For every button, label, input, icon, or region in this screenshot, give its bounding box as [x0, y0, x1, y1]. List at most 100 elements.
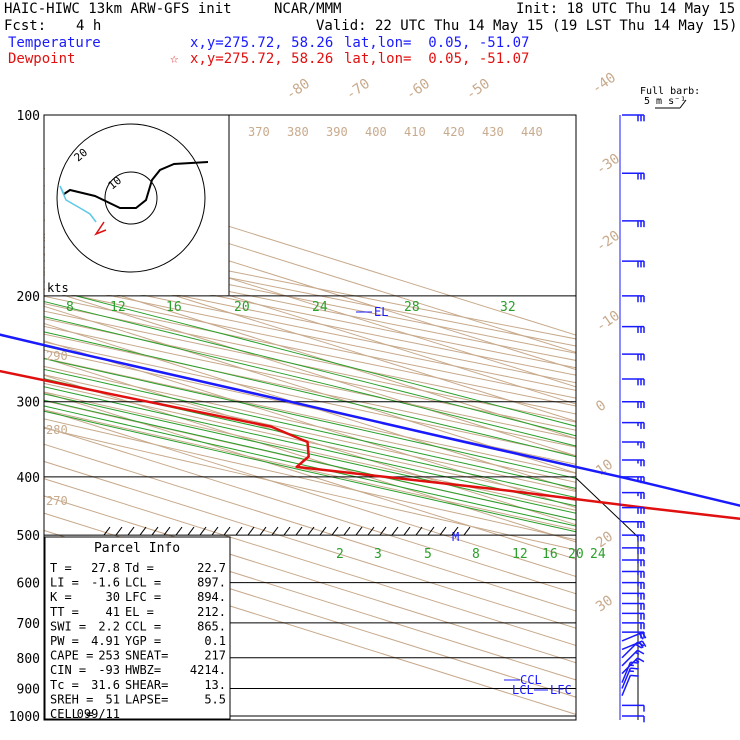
wind-barb-flag [630, 674, 639, 677]
parcel-value: 099/11 [77, 707, 120, 721]
hodograph-units: kts [47, 281, 69, 295]
parcel-key: EL = [125, 605, 154, 619]
parcel-key: TT = [50, 605, 79, 619]
parcel-value: 4.91 [91, 634, 120, 648]
mixing-ratio-label: 16 [166, 300, 182, 315]
dry-adiabat-line [44, 267, 576, 376]
mixing-ratio-label: 24 [312, 300, 328, 315]
valid-time: Valid: 22 UTC Thu 14 May 15 (19 LST Thu … [316, 18, 738, 34]
wind-barb [621, 657, 639, 675]
moist-adiabat-line [44, 300, 576, 437]
freezing-hatch [127, 526, 135, 536]
moist-adiabat-line [44, 393, 576, 514]
pressure-tick-label: 1000 [9, 710, 40, 725]
freezing-hatch [403, 526, 411, 536]
pressure-tick-label: 100 [17, 109, 40, 124]
legend-temperature-label: Temperature [8, 35, 101, 51]
pressure-tick-label: 400 [17, 471, 40, 486]
wind-barbs [619, 114, 647, 723]
freezing-hatch [367, 526, 375, 536]
pressure-tick-label: 900 [17, 682, 40, 697]
freezing-hatch [283, 526, 291, 536]
parcel-value: 22.7 [197, 561, 226, 575]
pressure-tick-label: 500 [17, 529, 40, 544]
parcel-key: CELL = [50, 707, 93, 721]
mixing-ratio-label: 28 [404, 300, 420, 315]
parcel-value: 51 [106, 692, 120, 706]
wind-barb [621, 631, 643, 642]
wind-barb-flag [638, 641, 644, 649]
hodograph-ring [56, 123, 206, 273]
parcel-key: Td = [125, 561, 154, 575]
moist-adiabat-line [44, 378, 576, 499]
wind-barb-flag [637, 649, 645, 655]
isotherm-label: -30 [593, 151, 623, 179]
freezing-hatch [271, 526, 279, 536]
parcel-key: K = [50, 590, 72, 604]
barb-legend-sample-flag [679, 99, 687, 109]
parcel-key: T = [50, 561, 72, 575]
isotherm-line [44, 529, 576, 698]
dry-adiabat-lines [44, 233, 576, 551]
dry-adiabat-line [44, 310, 576, 423]
barb-legend-line1: Full barb: [640, 86, 700, 97]
moist-adiabat-line [44, 399, 576, 521]
theta-label: 400 [365, 125, 387, 139]
parcel-value: 217 [204, 649, 226, 663]
pressure-tick-label: 600 [17, 577, 40, 592]
parcel-key: HWBZ= [125, 663, 161, 677]
freezing-marker: M [452, 530, 459, 544]
parcel-value: 30 [106, 590, 120, 604]
theta-label: 290 [46, 349, 68, 363]
freezing-hatch [235, 526, 243, 536]
freezing-hatch [427, 526, 435, 536]
wind-barb [621, 667, 632, 689]
parcel-value: 5.5 [204, 692, 226, 706]
mixing-ratio-label: 20 [568, 547, 584, 562]
freezing-hatch [331, 526, 339, 536]
mixing-ratio-label: 16 [542, 547, 558, 562]
freezing-hatch [295, 526, 303, 536]
el-marker-label: EL [374, 305, 388, 319]
hodograph-trace-low [59, 185, 97, 223]
parcel-value: 31.6 [91, 678, 120, 692]
isotherm-labels: -80-70-60-50-40-30-20-10010203040 [283, 0, 623, 615]
parcel-value: -93 [98, 663, 120, 677]
isotherm-line [44, 288, 576, 457]
dry-adiabat-line [44, 281, 576, 391]
parcel-key: CCL = [125, 619, 161, 633]
parcel-title: Parcel Info [94, 541, 180, 556]
parcel-value: 212. [197, 605, 226, 619]
wind-barb-flag [641, 640, 647, 648]
pressure-tick-label: 300 [17, 396, 40, 411]
parcel-key: SNEAT= [125, 649, 168, 663]
parcel-key: YGP = [125, 634, 161, 648]
legend-dewpoint-label: Dewpoint [8, 51, 76, 67]
legend-dewpoint-xy: x,y=275.72, 58.26 [190, 51, 334, 67]
parcel-value: 13. [204, 678, 226, 692]
isotherm-label: 0 [593, 397, 609, 415]
freezing-hatch [151, 526, 159, 536]
ccl-marker-label: CCL [520, 673, 542, 687]
wind-barb [621, 675, 632, 696]
parcel-key: SREH = [50, 692, 93, 706]
wind-barb-flag [630, 661, 639, 664]
hodograph-background [45, 116, 229, 295]
isotherm-line [44, 357, 576, 526]
freezing-hatch [223, 526, 231, 536]
mixing-ratio-label: 24 [590, 547, 606, 562]
isotherm-label: 30 [593, 593, 616, 616]
freezing-hatch [163, 526, 171, 536]
dry-adiabat-line [44, 288, 576, 399]
parcel-key: SHEAR= [125, 678, 168, 692]
freezing-hatch [415, 526, 423, 536]
profile-dewpoint [0, 369, 740, 521]
wind-barb-flag [630, 667, 639, 670]
dry-adiabat-line [44, 253, 576, 361]
parcel-key: SWI = [50, 619, 86, 633]
isotherm-line [44, 409, 576, 578]
moist-adiabat-line [44, 410, 576, 533]
parcel-key: LI = [50, 576, 79, 590]
